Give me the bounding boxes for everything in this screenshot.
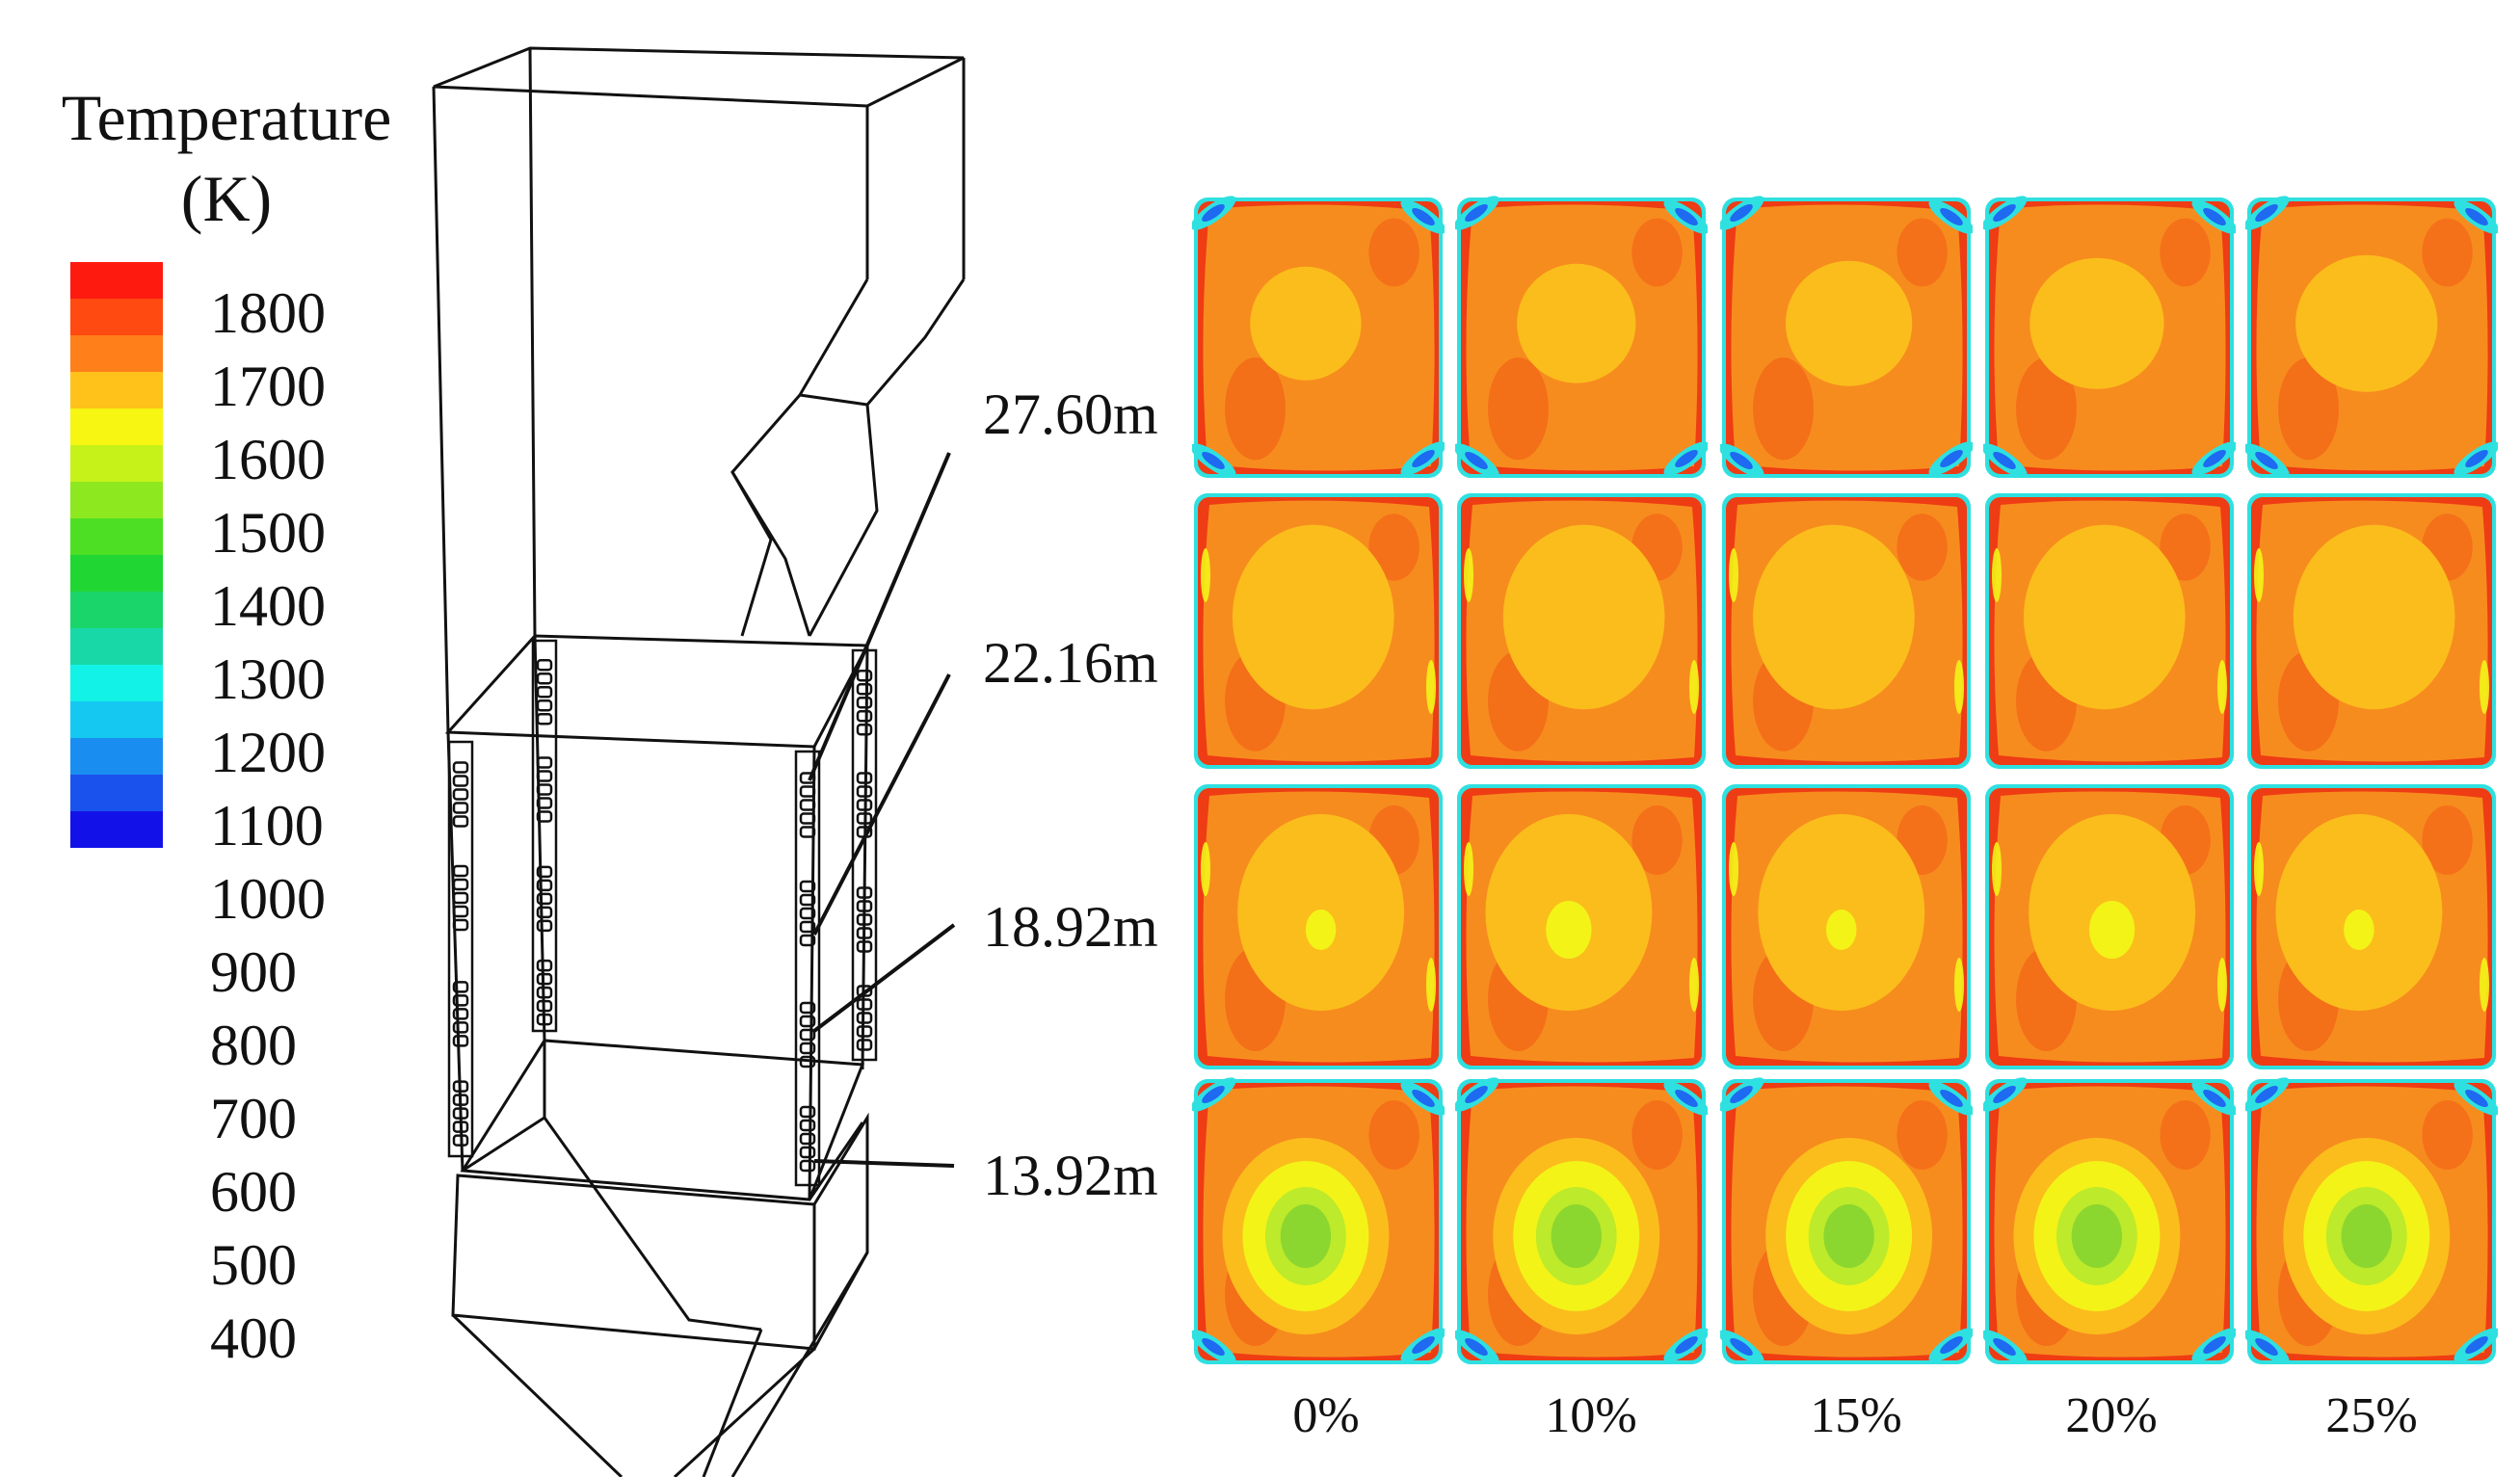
- column-label-10: 10%: [1545, 1388, 1637, 1443]
- colorbar-tick-label: 1800: [210, 281, 326, 345]
- contour-cell: [1983, 196, 2236, 480]
- height-label-13-92: 13.92m: [983, 1144, 1158, 1207]
- furnace-wireframe: [432, 46, 966, 1477]
- colorbar-segment: [70, 372, 163, 409]
- colorbar-segment: [70, 482, 163, 518]
- height-label-18-92: 18.92m: [983, 895, 1158, 959]
- temperature-colorbar: [70, 262, 163, 848]
- contour-cell: [1192, 1077, 1445, 1366]
- contour-cell: [1455, 1077, 1708, 1366]
- column-label-20: 20%: [2065, 1388, 2158, 1443]
- contour-cell: [2245, 491, 2498, 771]
- colorbar-tick-label: 900: [210, 940, 297, 1004]
- colorbar-tick-label: 1500: [210, 501, 326, 565]
- contour-cell: [1192, 196, 1445, 480]
- colorbar-tick-label: 1600: [210, 428, 326, 491]
- colorbar-segment: [70, 409, 163, 445]
- colorbar-segment: [70, 335, 163, 372]
- column-label-25: 25%: [2325, 1388, 2418, 1443]
- contour-cell: [2245, 1077, 2498, 1366]
- colorbar-segment: [70, 775, 163, 811]
- contour-cell: [1455, 782, 1708, 1071]
- contour-cell: [2245, 196, 2498, 480]
- colorbar-tick-label: 1300: [210, 647, 326, 711]
- colorbar-segment: [70, 811, 163, 848]
- colorbar-tick-label: 600: [210, 1160, 297, 1224]
- colorbar-segment: [70, 628, 163, 665]
- contour-cell: [1720, 1077, 1973, 1366]
- colorbar-tick-label: 500: [210, 1233, 297, 1297]
- contour-cell: [1455, 196, 1708, 480]
- height-label-22-16: 22.16m: [983, 631, 1158, 695]
- colorbar-tick-label: 1400: [210, 574, 326, 638]
- height-label-27-60: 27.60m: [983, 382, 1158, 446]
- colorbar-tick-label: 700: [210, 1087, 297, 1150]
- legend-title-line1: Temperature: [61, 81, 392, 154]
- contour-cell: [1983, 782, 2236, 1071]
- colorbar-segment: [70, 738, 163, 775]
- colorbar-tick-label: 1000: [210, 867, 326, 931]
- column-label-0: 0%: [1292, 1388, 1360, 1443]
- contour-cell: [1192, 782, 1445, 1071]
- contour-cell: [1720, 782, 1973, 1071]
- contour-cell: [1720, 491, 1973, 771]
- colorbar-tick-label: 1100: [210, 794, 324, 857]
- colorbar-segment: [70, 592, 163, 628]
- contour-cell: [1455, 491, 1708, 771]
- colorbar-segment: [70, 518, 163, 555]
- colorbar-segment: [70, 445, 163, 482]
- legend-title: Temperature (K): [0, 77, 453, 239]
- colorbar-tick-label: 1700: [210, 355, 326, 418]
- colorbar-segment: [70, 665, 163, 701]
- contour-cell: [2245, 782, 2498, 1071]
- contour-cell: [1983, 491, 2236, 771]
- colorbar-segment: [70, 555, 163, 592]
- contour-cell: [1983, 1077, 2236, 1366]
- colorbar-segment: [70, 299, 163, 335]
- legend-title-line2: (K): [180, 162, 273, 235]
- colorbar-tick-label: 800: [210, 1014, 297, 1077]
- colorbar-tick-label: 1200: [210, 721, 326, 784]
- contour-cell: [1192, 491, 1445, 771]
- colorbar-segment: [70, 701, 163, 738]
- column-label-15: 15%: [1810, 1388, 1902, 1443]
- contour-cell: [1720, 196, 1973, 480]
- colorbar-segment: [70, 262, 163, 299]
- colorbar-tick-label: 400: [210, 1306, 297, 1370]
